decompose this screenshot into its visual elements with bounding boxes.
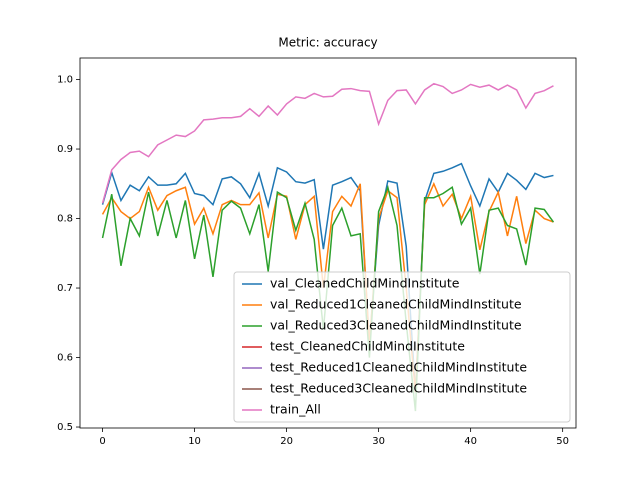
x-tick-label: 10 [188, 436, 201, 447]
legend-label: val_Reduced1CleanedChildMindInstitute [270, 297, 522, 312]
x-tick-label: 30 [372, 436, 385, 447]
y-tick-label: 0.6 [57, 353, 73, 364]
y-tick-label: 1.0 [57, 75, 73, 86]
y-tick-label: 0.7 [57, 283, 73, 294]
legend-label: val_Reduced3CleanedChildMindInstitute [270, 318, 522, 333]
axes-frame [79, 57, 577, 429]
x-tick-label: 0 [99, 436, 105, 447]
legend-label: test_CleanedChildMindInstitute [270, 339, 465, 354]
chart-title: Metric: accuracy [278, 36, 377, 50]
legend-box [233, 271, 571, 423]
legend-label: test_Reduced1CleanedChildMindInstitute [270, 360, 527, 375]
x-tick-label: 50 [556, 436, 569, 447]
y-tick-label: 0.5 [57, 422, 73, 433]
y-tick-label: 0.9 [57, 144, 73, 155]
series-line [101, 181, 554, 393]
legend-label: train_All [270, 402, 321, 417]
series-line [101, 82, 554, 204]
y-tick-label: 0.8 [57, 214, 73, 225]
series-line [101, 162, 554, 393]
legend-label: val_CleanedChildMindInstitute [270, 276, 460, 291]
legend: val_CleanedChildMindInstitute val_Reduced… [233, 271, 571, 423]
x-tick-label: 40 [464, 436, 477, 447]
legend-label: test_Reduced3CleanedChildMindInstitute [270, 381, 527, 396]
x-tick-label: 20 [280, 436, 293, 447]
